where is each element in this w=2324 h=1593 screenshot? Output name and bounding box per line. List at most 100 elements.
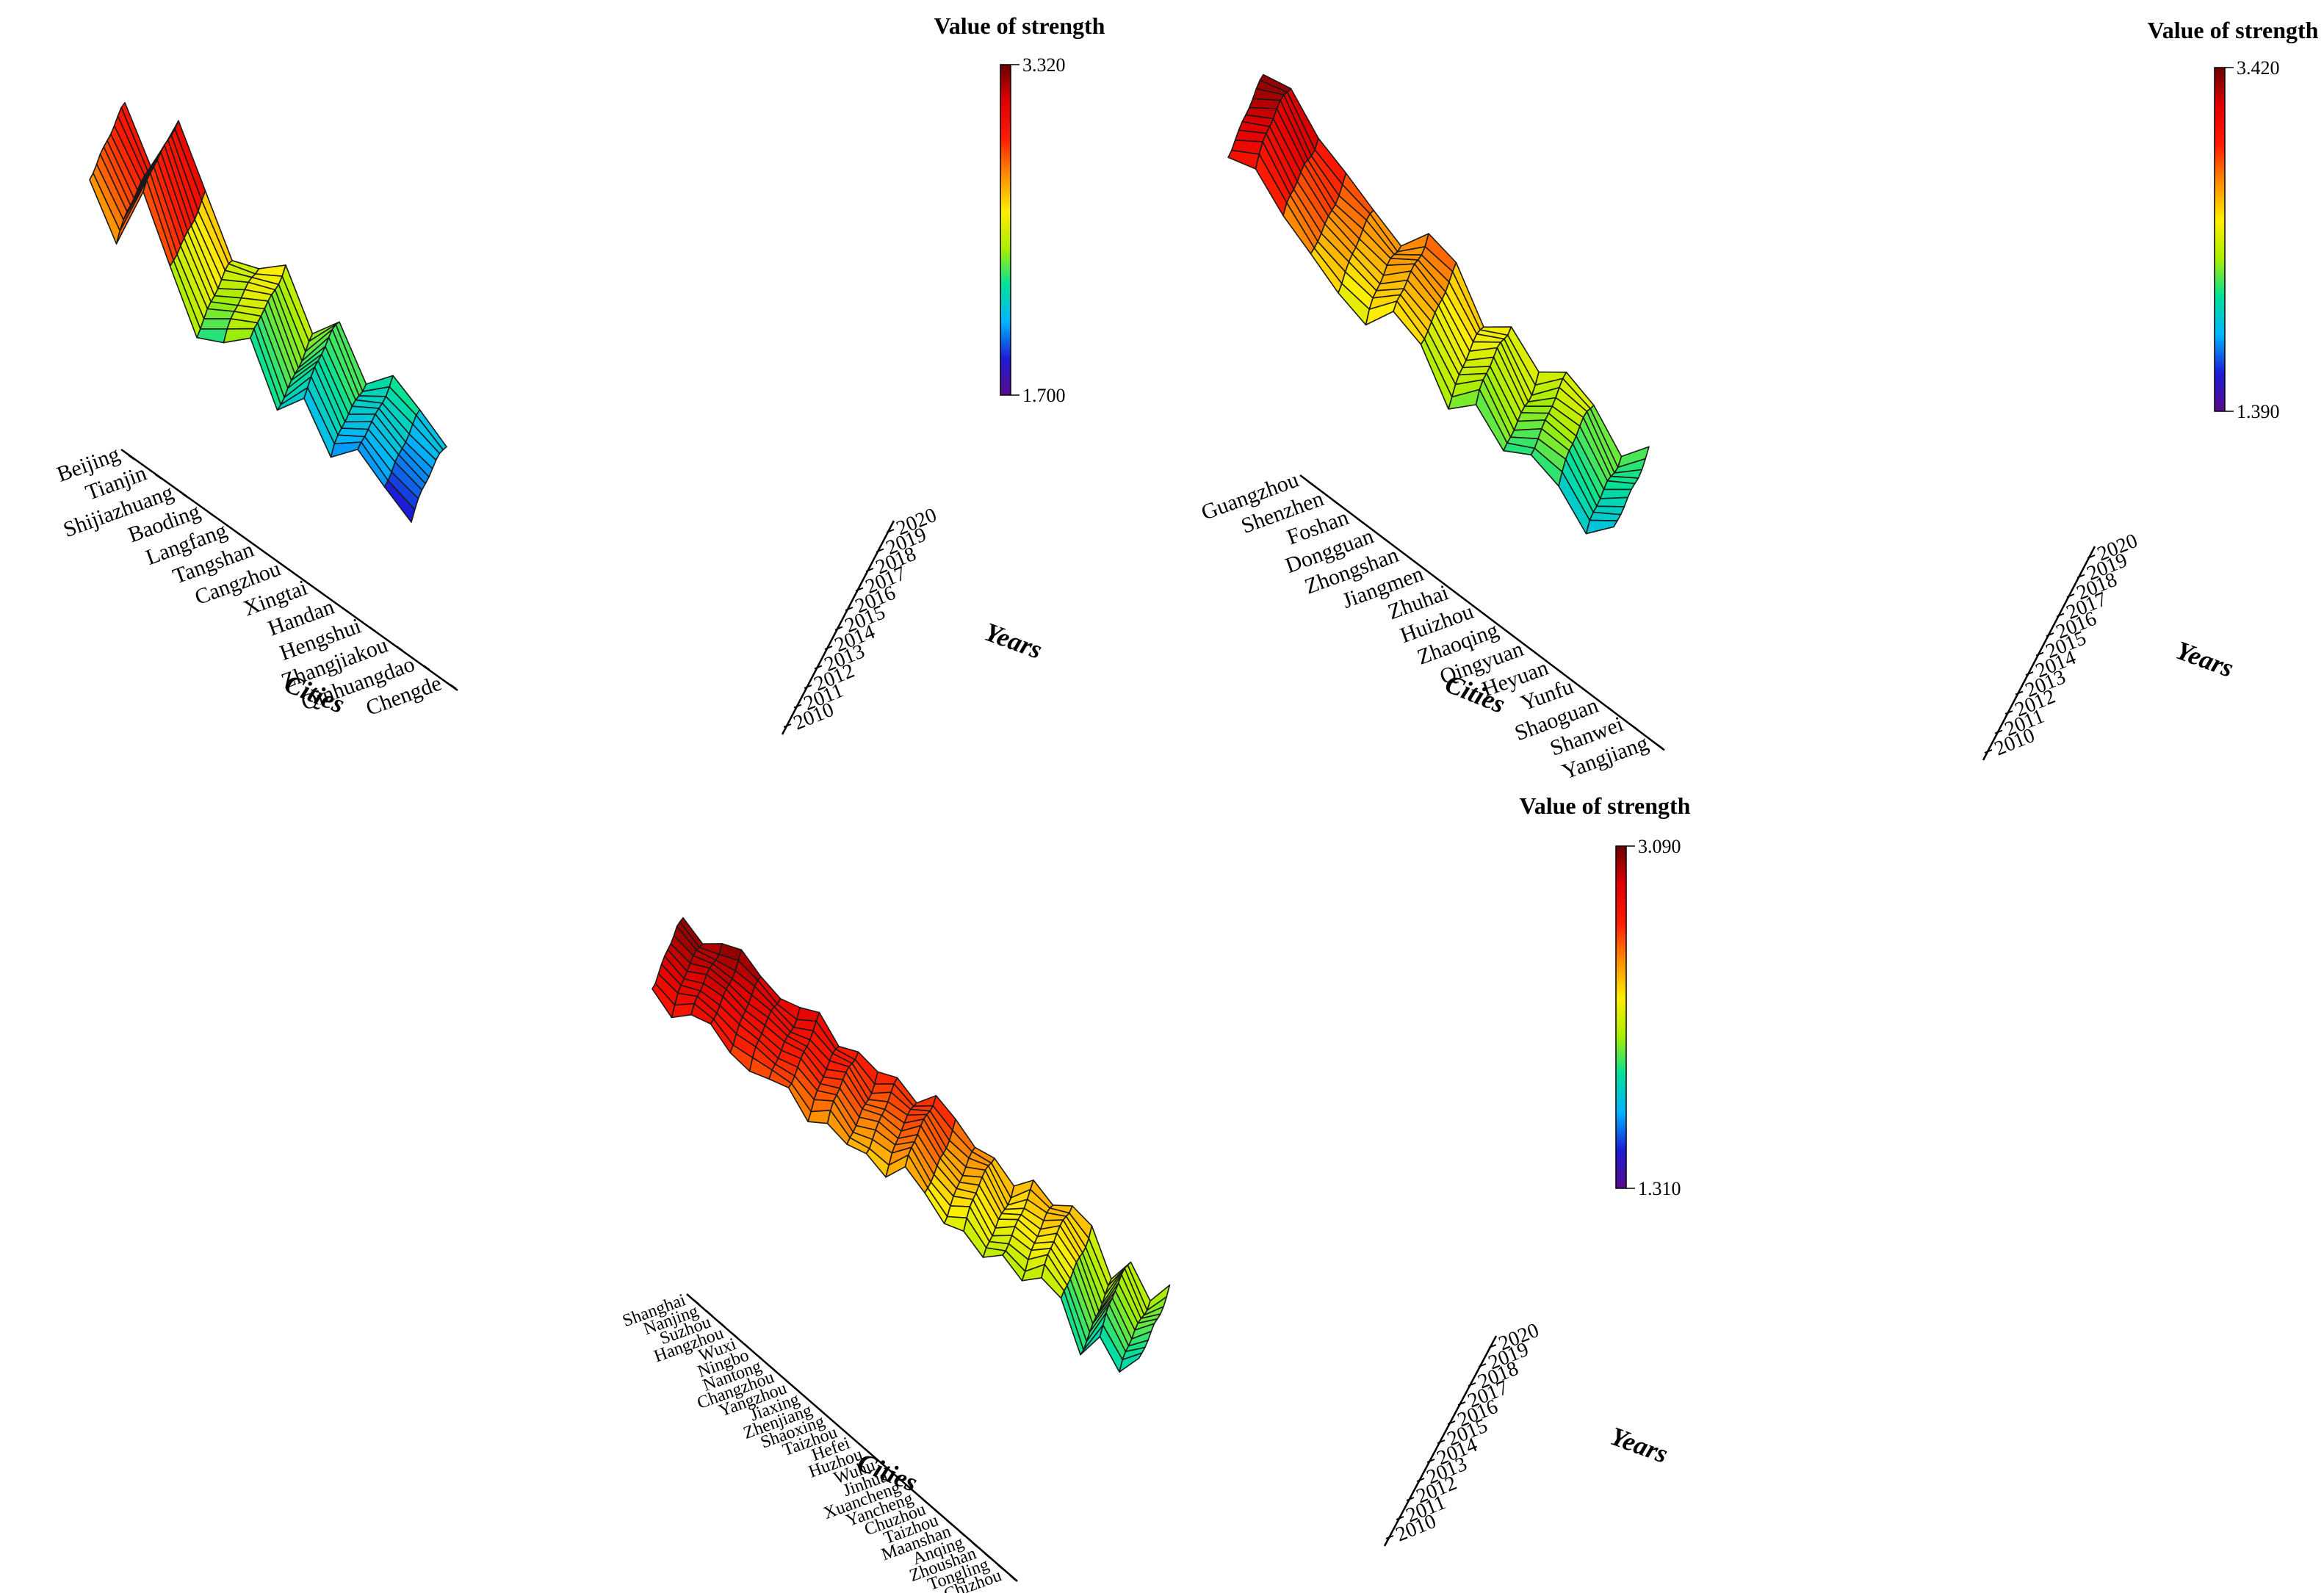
- surface-panel-1: BeijingTianjinShijiazhuangBaodingLangfan…: [54, 12, 1105, 735]
- city-tick: [870, 1453, 877, 1460]
- colorbar-title: Value of strength: [1520, 792, 1691, 819]
- colorbar-gradient: [2214, 67, 2226, 412]
- colorbar: 3.420 1.390 Value of strength: [2148, 17, 2319, 422]
- city-tick: [422, 665, 430, 671]
- year-axis: 2010201120122013201420152016201720182019…: [1383, 1319, 1672, 1547]
- year-tick: [855, 587, 864, 592]
- year-tick: [1457, 1401, 1466, 1406]
- year-tick: [886, 529, 895, 533]
- year-tick: [2066, 593, 2075, 598]
- city-tick: [208, 512, 216, 518]
- city-tick: [883, 1464, 890, 1471]
- years-axis-title: Years: [981, 617, 1046, 665]
- city-tick: [820, 1409, 827, 1416]
- surface-cell: [796, 1007, 820, 1022]
- year-tick: [2015, 690, 2024, 696]
- year-tick: [1416, 1478, 1425, 1482]
- city-tick: [1382, 537, 1389, 543]
- city-tick: [731, 1332, 738, 1339]
- city-tick: [693, 1299, 701, 1306]
- city-tick: [1357, 518, 1364, 524]
- city-tick: [1631, 725, 1639, 731]
- surface-cell: [671, 1003, 696, 1019]
- surface-cell: [347, 405, 380, 415]
- colorbar-max-label: 3.420: [2237, 57, 2280, 79]
- year-tick: [2025, 671, 2034, 676]
- colorbar-gradient: [1000, 64, 1011, 396]
- year-axis: 2010201120122013201420152016201720182019…: [1982, 530, 2237, 761]
- year-tick: [1385, 1535, 1394, 1539]
- city-tick: [1482, 612, 1489, 618]
- city-tick: [450, 684, 457, 690]
- colorbar-title: Value of strength: [2148, 17, 2319, 43]
- city-tick: [289, 569, 296, 575]
- surface-cell: [383, 480, 416, 523]
- city-tick: [984, 1553, 991, 1559]
- city-tick: [1332, 499, 1339, 505]
- surface-panel-2: GuangzhouShenzhenFoshanDongguanZhongshan…: [1198, 17, 2319, 784]
- city-tick: [1407, 555, 1414, 562]
- year-tick: [834, 626, 843, 631]
- city-tick: [845, 1431, 852, 1438]
- year-tick: [876, 548, 884, 553]
- surface-panel-3: ShanghaiNanjingSuzhouHangzhouWuxiNingboN…: [620, 792, 1690, 1593]
- city-tick: [946, 1520, 953, 1526]
- year-axis-line: [1982, 546, 2096, 761]
- colorbar-gradient: [1615, 845, 1627, 1189]
- surface-cell: [1585, 519, 1618, 535]
- surface-cell: [344, 413, 376, 423]
- city-tick: [1656, 743, 1664, 750]
- city-tick: [315, 588, 323, 594]
- city-tick: [154, 474, 162, 480]
- city-tick: [181, 493, 189, 499]
- year-tick: [865, 568, 874, 572]
- years-axis-title: Years: [2172, 635, 2237, 683]
- year-tick: [783, 723, 792, 728]
- year-tick: [1437, 1440, 1446, 1444]
- year-tick: [2087, 555, 2096, 559]
- surface-cell: [943, 1215, 967, 1232]
- city-tick: [857, 1442, 865, 1449]
- city-tick: [1009, 1575, 1017, 1581]
- year-tick: [1478, 1363, 1487, 1368]
- surface-cell: [1249, 98, 1281, 109]
- city-tick: [769, 1365, 776, 1372]
- year-tick: [814, 665, 823, 670]
- city-tick: [1606, 706, 1614, 712]
- year-tick: [824, 646, 833, 650]
- year-tick: [1396, 1516, 1404, 1520]
- city-tick: [997, 1564, 1003, 1570]
- year-tick: [1994, 729, 2003, 734]
- city-tick: [908, 1487, 915, 1493]
- colorbar-min-label: 1.310: [1638, 1178, 1681, 1199]
- year-tick: [2035, 651, 2044, 657]
- colorbar-max-label: 3.320: [1022, 54, 1066, 76]
- city-tick: [718, 1321, 726, 1328]
- years-axis-title: Years: [1606, 1421, 1672, 1469]
- year-tick: [1426, 1459, 1435, 1463]
- year-tick: [2046, 632, 2054, 637]
- year-tick: [1468, 1382, 1476, 1387]
- year-tick: [793, 704, 802, 709]
- surface-mesh: [652, 917, 1171, 1373]
- year-tick: [2004, 710, 2013, 715]
- surface-cell: [913, 1095, 937, 1108]
- surface-cell: [199, 318, 231, 330]
- city-tick: [369, 626, 377, 632]
- colorbar-min-label: 1.700: [1022, 385, 1066, 406]
- year-tick: [804, 684, 812, 689]
- year-axis-line: [1383, 1335, 1498, 1547]
- city-tick: [342, 607, 350, 613]
- year-tick: [2056, 613, 2065, 618]
- city-tick: [235, 531, 242, 537]
- surface-cell: [1119, 1352, 1143, 1373]
- surface-cell: [196, 328, 228, 344]
- city-tick: [934, 1509, 940, 1515]
- surface-mesh: [1227, 73, 1650, 535]
- surface-cell: [1596, 496, 1628, 507]
- surface-cell: [1227, 149, 1260, 170]
- surface-cell: [807, 1110, 831, 1124]
- surface-cell: [946, 1205, 971, 1219]
- colorbar: 3.090 1.310 Value of strength: [1520, 792, 1691, 1199]
